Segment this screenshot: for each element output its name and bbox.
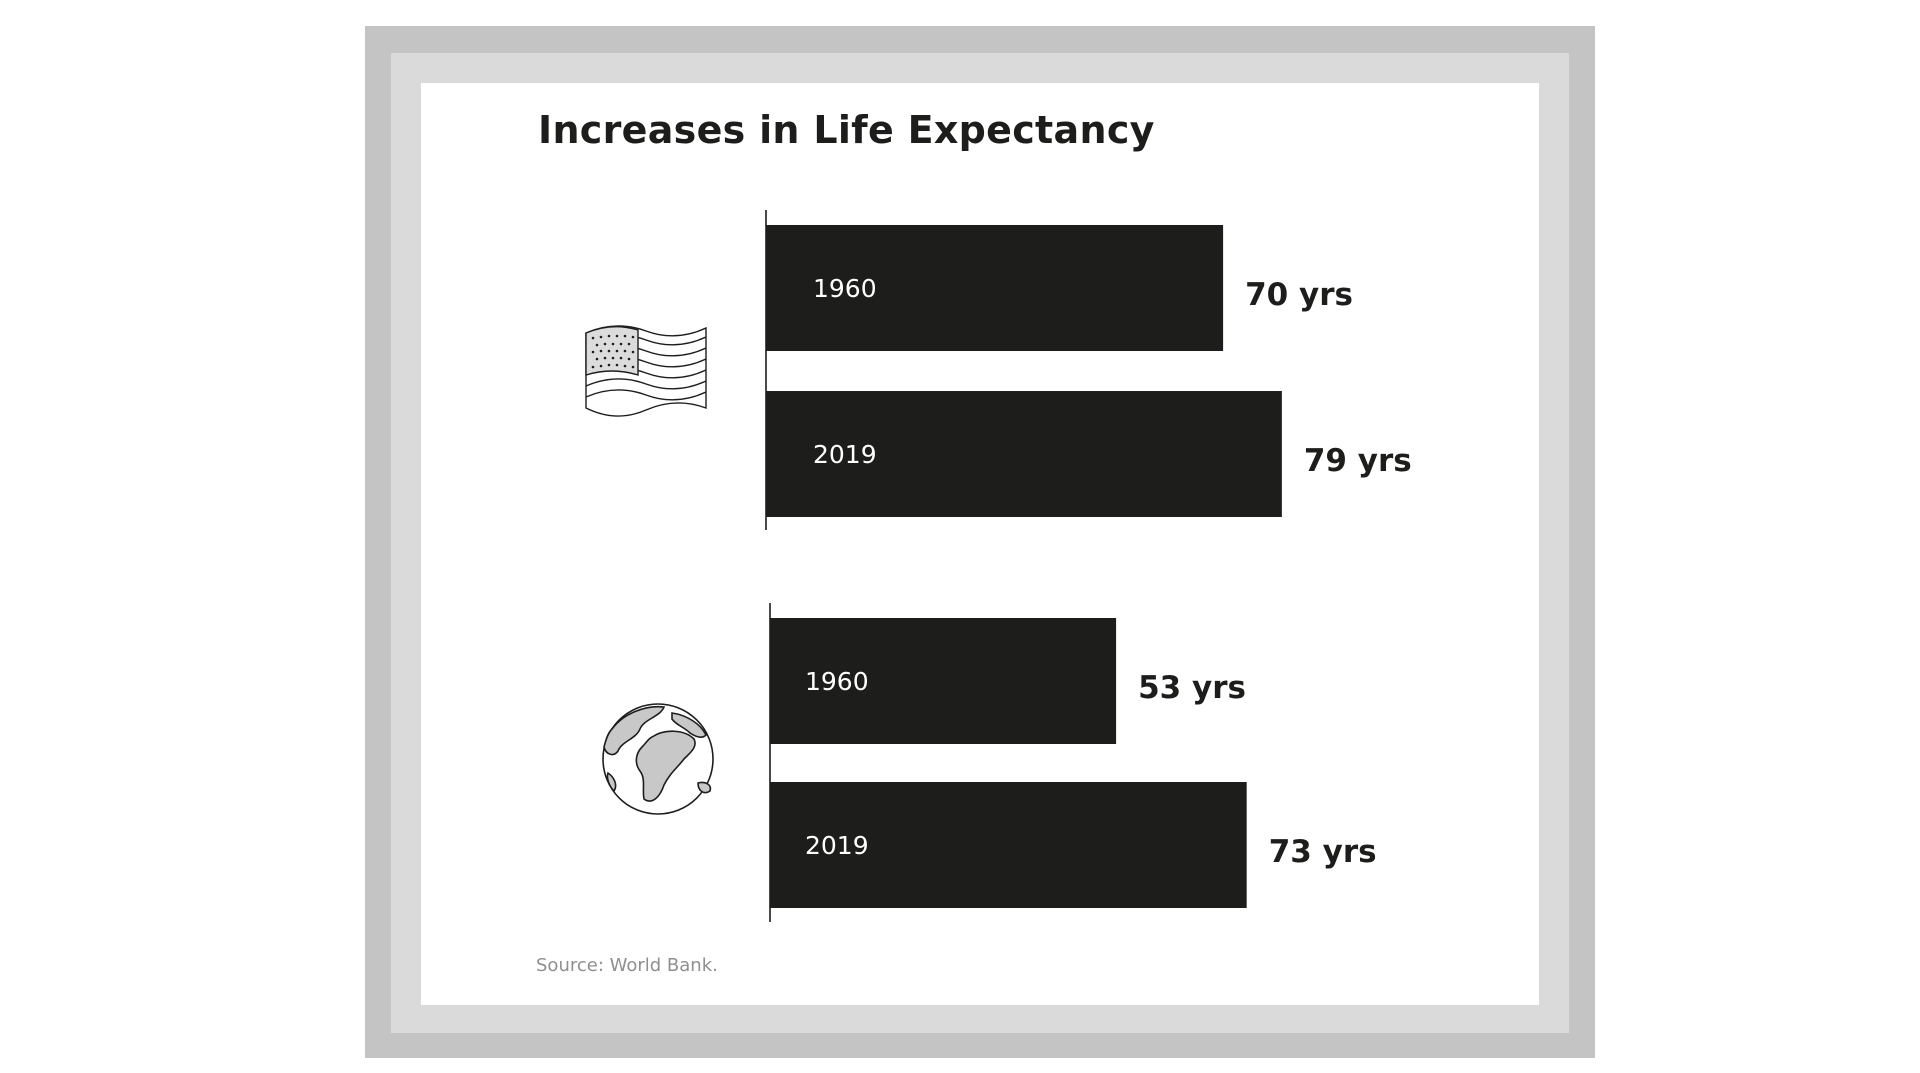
globe-icon [602,703,714,815]
bar-category-label: 2019 [813,440,877,469]
bar-value-label: 53 yrs [1138,670,1246,706]
bar-group-1-1960 [766,225,1224,351]
bar-group-2-2019 [770,782,1247,908]
source-note: Source: World Bank. [536,955,718,976]
us-flag-icon [585,325,707,417]
bar-group-1-2019 [766,391,1282,517]
bar-value-label: 79 yrs [1304,443,1412,479]
bar-value-label: 73 yrs [1269,834,1377,870]
bar-group-2-1960 [770,618,1117,744]
chart-title: Increases in Life Expectancy [538,108,1155,152]
bar-value-label: 70 yrs [1245,277,1353,313]
bar-category-label: 1960 [805,667,869,696]
bar-category-label: 2019 [805,831,869,860]
bar-category-label: 1960 [813,274,877,303]
